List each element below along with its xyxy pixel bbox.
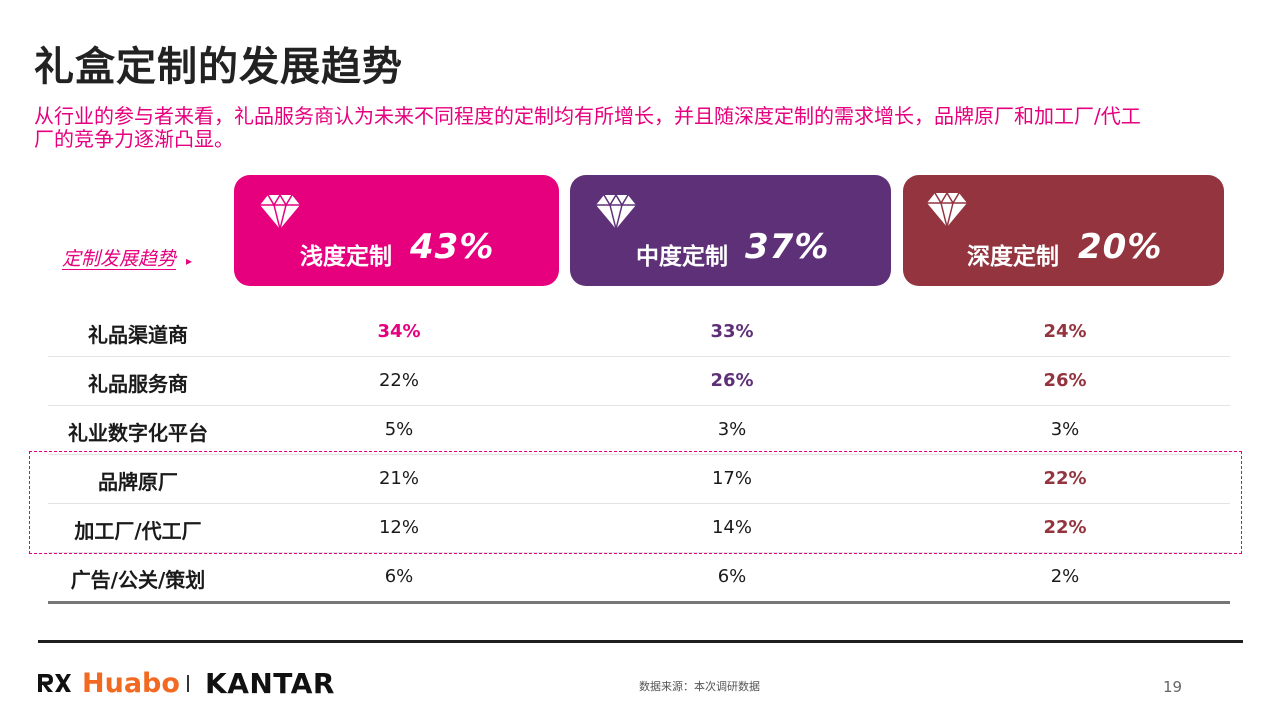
kantar-logo: KANTAR — [205, 667, 335, 700]
table-cell: 21% — [378, 468, 419, 489]
card-percent: 20% — [1078, 227, 1163, 267]
card-medium: 中度定制 37% — [570, 175, 891, 286]
table-cell: 24% — [1043, 321, 1087, 342]
table-cell: 5% — [384, 419, 414, 440]
row-label: 加工厂/代工厂 — [74, 519, 202, 543]
table-cell: 22% — [1043, 517, 1087, 538]
huabo-logo: Huabo — [82, 668, 180, 699]
table-cell: 22% — [378, 370, 419, 391]
row-label: 礼品渠道商 — [88, 323, 188, 347]
card-label: 深度定制 — [967, 244, 1059, 270]
trend-link-label: 定制发展趋势 — [62, 248, 177, 270]
footer-divider — [38, 640, 1243, 643]
card-label: 浅度定制 — [300, 244, 392, 270]
table-row: 礼品渠道商 34% 33% 24% — [48, 307, 1230, 357]
card-shallow: 浅度定制 43% — [234, 175, 559, 286]
row-label: 品牌原厂 — [98, 470, 178, 494]
table-cell: 33% — [710, 321, 754, 342]
table-cell: 17% — [711, 468, 752, 489]
table-row: 礼品服务商 22% 26% 26% — [48, 356, 1230, 406]
source-note: 数据来源：本次调研数据 — [639, 680, 760, 693]
page-number: 19 — [1163, 678, 1183, 696]
table-cell: 3% — [1050, 419, 1080, 440]
card-percent: 43% — [410, 227, 495, 267]
table-cell: 3% — [717, 419, 747, 440]
row-label: 广告/公关/策划 — [70, 568, 206, 592]
table-row: 礼业数字化平台 5% 3% 3% — [48, 405, 1230, 455]
row-label: 礼品服务商 — [88, 372, 188, 396]
table-cell: 6% — [717, 566, 747, 587]
table-row: 品牌原厂 21% 17% 22% — [48, 454, 1230, 504]
diamond-icon — [260, 193, 300, 230]
rx-logo-icon — [38, 674, 71, 692]
table-cell: 14% — [711, 517, 752, 538]
play-arrow-icon: ▸ — [186, 254, 193, 268]
trend-link[interactable]: 定制发展趋势 ▸ — [62, 244, 192, 271]
table-cell: 34% — [377, 321, 421, 342]
diamond-icon — [927, 191, 967, 228]
page-subtitle: 从行业的参与者来看，礼品服务商认为未来不同程度的定制均有所增长，并且随深度定制的… — [34, 104, 1141, 151]
card-deep: 深度定制 20% — [903, 175, 1224, 286]
table-cell: 26% — [1043, 370, 1087, 391]
table-row: 广告/公关/策划 6% 6% 2% — [48, 552, 1230, 604]
table-cell: 22% — [1043, 468, 1087, 489]
diamond-icon — [596, 193, 636, 230]
row-label: 礼业数字化平台 — [68, 421, 208, 445]
table-cell: 26% — [710, 370, 754, 391]
highlight-box — [29, 451, 1242, 554]
table-cell: 6% — [384, 566, 414, 587]
card-label: 中度定制 — [636, 244, 728, 270]
table-cell: 2% — [1050, 566, 1080, 587]
logo-separator — [187, 675, 189, 692]
page-title: 礼盒定制的发展趋势 — [34, 44, 403, 90]
table-row: 加工厂/代工厂 12% 14% 22% — [48, 503, 1230, 553]
card-percent: 37% — [745, 227, 830, 267]
table-cell: 12% — [378, 517, 419, 538]
